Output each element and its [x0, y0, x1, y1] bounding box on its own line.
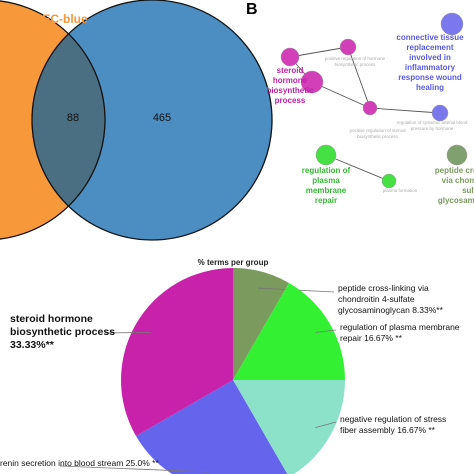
leader-line — [315, 329, 337, 333]
network-node — [381, 173, 397, 189]
region-count: 88 — [67, 112, 79, 124]
slice-label: steroid hormone biosynthetic process 33.… — [10, 313, 130, 352]
pie-slice — [233, 282, 345, 380]
panel-label: B — [246, 1, 258, 18]
network-edge — [289, 46, 349, 58]
node-label: regulation of systemic arterial blood pr… — [396, 120, 468, 131]
slice-name: peptide cross-linking via chondroitin 4-… — [338, 283, 429, 315]
node-label: steroid hormone biosynthetic process — [266, 66, 314, 105]
pie-title: % terms per group — [198, 258, 269, 267]
pie-slice — [135, 380, 288, 474]
slice-label: regulation of plasma membrane repair 16.… — [340, 322, 470, 344]
network-edge — [347, 46, 371, 109]
set-outline — [31, 0, 273, 241]
node-label: peptide cross-linking via chondroitin 4-… — [434, 166, 474, 205]
network-node — [339, 38, 357, 56]
node-label: plasma formation — [382, 188, 418, 193]
leader-line — [315, 421, 337, 428]
network-node — [280, 47, 300, 67]
set-name: PCOS-blue — [118, 12, 181, 26]
slice-value: 33.33%** — [10, 339, 54, 351]
network-node — [362, 100, 378, 116]
leader-line — [59, 465, 209, 473]
network-edge — [325, 154, 390, 182]
set-outline — [0, 0, 106, 240]
slice-value: 16.67% ** — [397, 425, 435, 435]
slice-value: 16.67% ** — [364, 333, 402, 343]
slice-name: regulation of plasma membrane repair — [340, 322, 460, 343]
node-label: positive regulation of hormone biosynthe… — [324, 56, 386, 67]
node-label: regulation of plasma membrane repair — [301, 166, 351, 205]
slice-label: negative regulation of stress fiber asse… — [340, 414, 465, 436]
node-label: positive regulation of steroid biosynthe… — [349, 128, 406, 139]
network-node — [440, 12, 464, 36]
network-node — [300, 70, 324, 94]
slice-name: negative regulation of stress fiber asse… — [340, 414, 447, 435]
network-node — [315, 144, 337, 166]
slice-value: 8.33%** — [412, 305, 443, 315]
slice-name: renin secretion into blood stream — [0, 458, 124, 468]
slice-name: steroid hormone biosynthetic process — [10, 313, 116, 338]
set-circle — [32, 0, 272, 240]
node-label: connective tissue replacement involved i… — [396, 33, 464, 92]
slice-value: 25.0% ** — [125, 458, 159, 468]
leader-line — [104, 331, 151, 334]
network-node — [431, 104, 449, 122]
slice-label: renin secretion into blood stream 25.0% … — [0, 458, 165, 469]
region-count: 465 — [153, 112, 171, 124]
pie-slice — [120, 268, 233, 436]
slice-label: peptide cross-linking via chondroitin 4-… — [338, 283, 468, 316]
network-edge — [369, 107, 441, 114]
network-node — [446, 144, 468, 166]
set-name: UCEC-blue — [25, 12, 88, 26]
pie-slice — [233, 268, 289, 380]
pie-slice — [233, 380, 345, 474]
